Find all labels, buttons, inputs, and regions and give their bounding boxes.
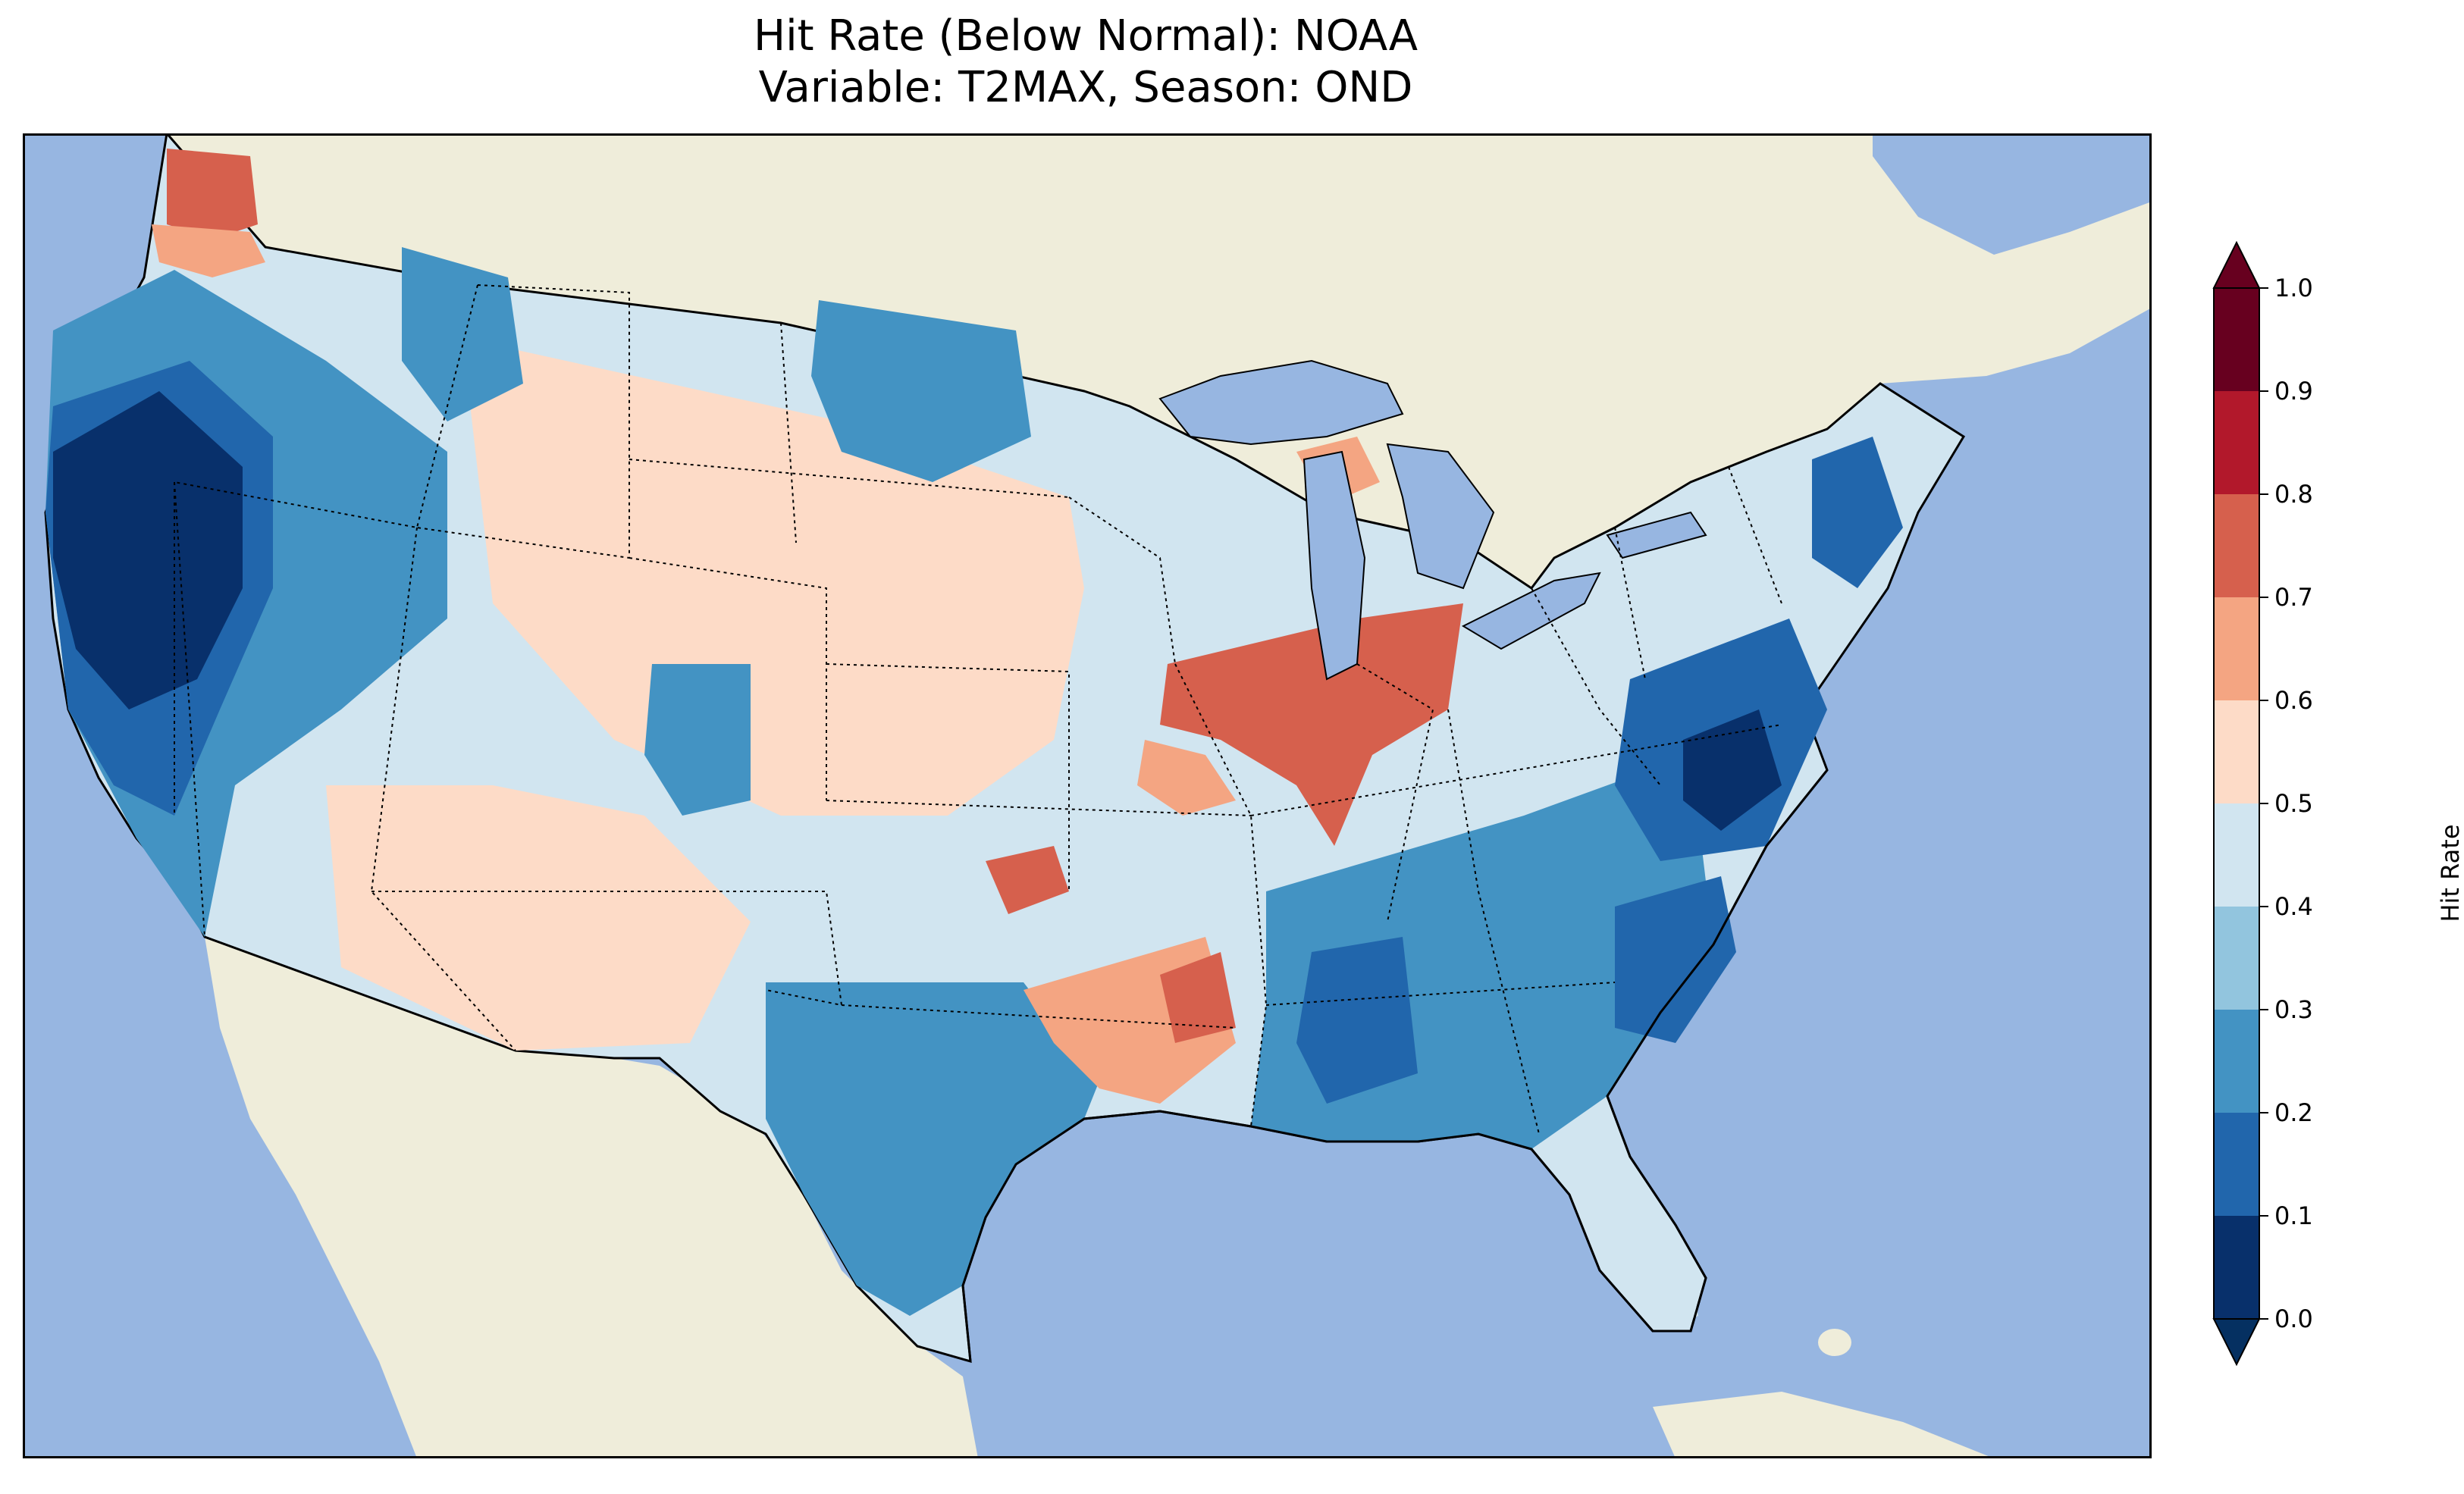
chart-title: Hit Rate (Below Normal): NOAA Variable: … bbox=[0, 11, 2171, 114]
lake-superior bbox=[1158, 359, 1404, 446]
region-puget-edge bbox=[152, 224, 265, 277]
colorbar: 0.0 0.1 0.2 0.3 0.4 0.5 0.6 0.7 0.8 0.9 1.0 bbox=[2212, 240, 2313, 1367]
state-borders bbox=[174, 284, 1782, 1135]
colorbar-bin bbox=[2214, 494, 2259, 597]
region-colorado-blue bbox=[644, 664, 751, 816]
region-mid-atlantic-dark bbox=[1683, 709, 1782, 831]
region-southeast-dark bbox=[1296, 937, 1418, 1104]
colorbar-tick-label: 1.0 bbox=[2274, 274, 2313, 302]
colorbar-bins bbox=[2214, 288, 2259, 1319]
region-illinois-edge bbox=[1137, 740, 1236, 816]
colorbar-tick-label: 0.5 bbox=[2274, 789, 2313, 818]
colorbar-tick-label: 0.9 bbox=[2274, 377, 2313, 406]
region-kansas-red bbox=[986, 846, 1069, 914]
colorbar-tick-label: 0.2 bbox=[2274, 1098, 2313, 1127]
colorbar-tick-label: 0.7 bbox=[2274, 583, 2313, 612]
colorbar-bin bbox=[2214, 907, 2259, 1010]
colorbar-tick-label: 0.6 bbox=[2274, 686, 2313, 715]
colorbar-bin bbox=[2214, 700, 2259, 803]
great-lakes bbox=[1158, 359, 1707, 681]
colorbar-bin bbox=[2214, 1216, 2259, 1319]
island bbox=[1818, 1329, 1851, 1356]
colorbar-bin bbox=[2214, 803, 2259, 907]
region-north-dakota bbox=[811, 300, 1031, 482]
colorbar-tick-label: 0.3 bbox=[2274, 995, 2313, 1024]
colorbar-label: Hit Rate bbox=[2436, 824, 2464, 922]
region-arkansas-red bbox=[1160, 952, 1236, 1043]
map-panel bbox=[23, 133, 2152, 1458]
region-puget-sound bbox=[167, 149, 258, 240]
title-line-1: Hit Rate (Below Normal): NOAA bbox=[753, 11, 1419, 61]
colorbar-bin bbox=[2214, 597, 2259, 700]
colorbar-extend-over bbox=[2212, 240, 2261, 289]
colorbar-bin bbox=[2214, 391, 2259, 494]
colorbar-bin bbox=[2214, 1113, 2259, 1216]
colorbar-tick-label: 0.0 bbox=[2274, 1305, 2313, 1333]
region-norcal-darkest bbox=[53, 391, 243, 709]
colorbar-tick-label: 0.4 bbox=[2274, 892, 2313, 921]
region-carolinas bbox=[1615, 876, 1736, 1043]
colorbar-tick-label: 0.1 bbox=[2274, 1201, 2313, 1230]
region-new-england bbox=[1812, 437, 1903, 588]
region-southwest bbox=[326, 785, 751, 1051]
region-florida bbox=[1585, 1149, 1698, 1331]
region-texas bbox=[766, 982, 1099, 1316]
hit-rate-regions bbox=[45, 149, 1903, 1331]
colorbar-extend-under bbox=[2212, 1318, 2261, 1367]
lake-erie bbox=[1461, 572, 1601, 650]
coastline bbox=[961, 769, 1829, 1362]
colorbar-ticks: 0.0 0.1 0.2 0.3 0.4 0.5 0.6 0.7 0.8 0.9 1.0 bbox=[2259, 274, 2313, 1333]
lake-huron bbox=[1386, 443, 1495, 590]
colorbar-bin bbox=[2214, 1010, 2259, 1113]
region-illinois-indiana bbox=[1160, 603, 1463, 846]
cuba-land bbox=[1653, 1392, 1994, 1458]
colorbar-bin bbox=[2214, 288, 2259, 391]
colorbar-tick-label: 0.8 bbox=[2274, 480, 2313, 509]
canada-land bbox=[167, 133, 2152, 588]
lake-ontario bbox=[1606, 511, 1707, 559]
title-line-2: Variable: T2MAX, Season: OND bbox=[758, 63, 1413, 112]
region-idaho-blue bbox=[402, 247, 523, 421]
mexico-land bbox=[205, 937, 978, 1458]
map-border bbox=[23, 133, 2152, 1458]
